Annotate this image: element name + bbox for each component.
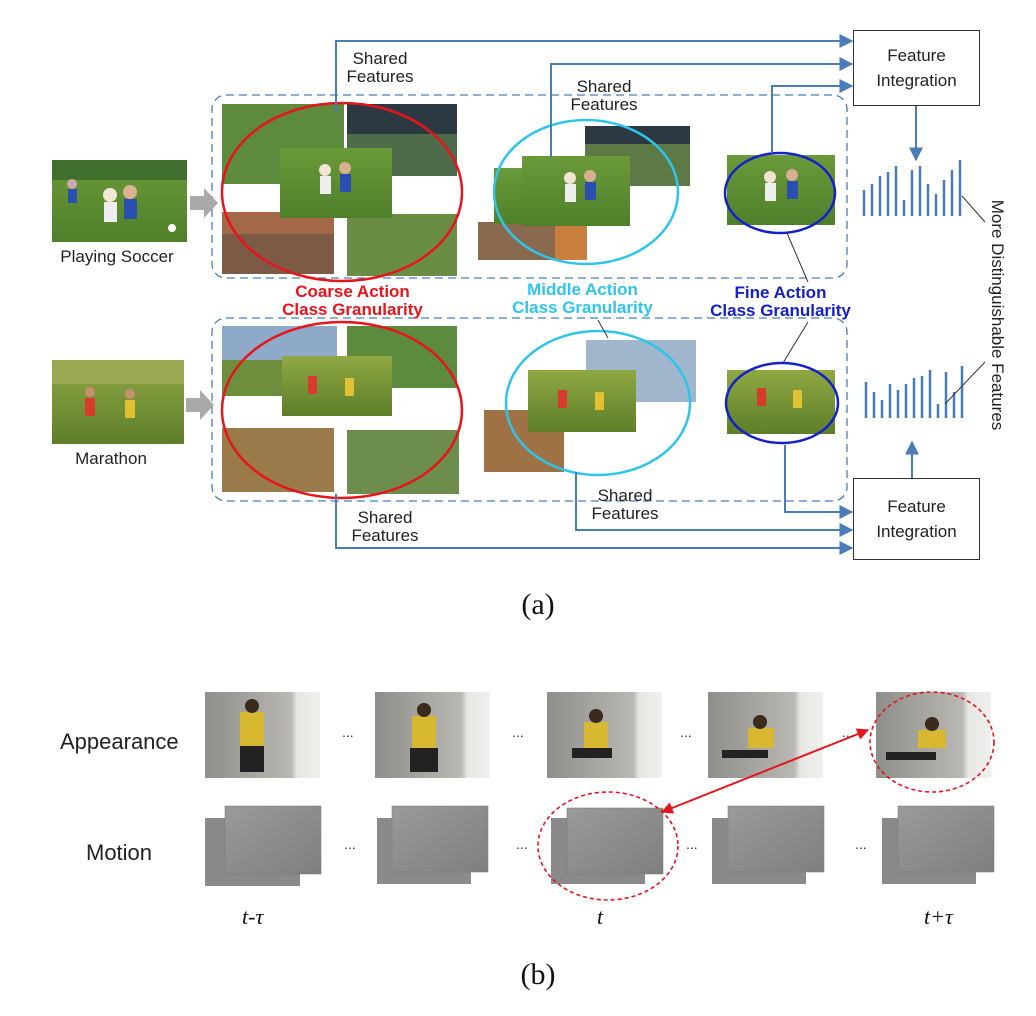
soccer-input-label: Playing Soccer xyxy=(52,248,182,266)
appearance-ellipsis-1: ... xyxy=(342,724,354,740)
panel-b-caption: (b) xyxy=(508,958,568,992)
marathon-input-arrow xyxy=(186,390,214,420)
shared-features-label-bottom-middle: Shared Features xyxy=(575,487,675,523)
feature-bars-bottom xyxy=(866,366,962,418)
motion-stack-2 xyxy=(377,806,488,884)
more-distinguishable-features-label: More Distinguishable Features xyxy=(987,200,1007,431)
fine-granularity-label: Fine Action Class Granularity xyxy=(698,284,863,320)
motion-stack-1 xyxy=(205,806,321,886)
appearance-ellipsis-3: ... xyxy=(680,724,692,740)
time-label-right: t+τ xyxy=(924,904,953,930)
motion-stack-3 xyxy=(551,808,663,884)
coarse-marathon-collage xyxy=(222,326,459,494)
feature-bars-top xyxy=(864,160,960,216)
time-label-center: t xyxy=(597,904,603,930)
feature-integration-box-bottom: Feature Integration xyxy=(853,478,980,560)
distinguishable-pointer-top xyxy=(962,196,985,222)
marathon-input-label: Marathon xyxy=(52,450,170,468)
panel-a-caption: (a) xyxy=(508,588,568,622)
motion-ellipsis-2: ... xyxy=(516,836,528,852)
appearance-frame-1 xyxy=(205,692,320,778)
soccer-input-image xyxy=(52,160,187,242)
appearance-ellipsis-4: ... xyxy=(842,724,854,740)
motion-ellipsis-3: ... xyxy=(686,836,698,852)
appearance-row-label: Appearance xyxy=(60,729,179,755)
appearance-ellipsis-2: ... xyxy=(512,724,524,740)
motion-ellipsis-1: ... xyxy=(344,836,356,852)
shared-features-label-bottom-coarse: Shared Features xyxy=(335,509,435,545)
appearance-frame-3 xyxy=(547,692,662,778)
shared-features-label-top-coarse: Shared Features xyxy=(330,50,430,86)
marathon-input-image xyxy=(52,360,184,444)
fine-arrow-top xyxy=(772,86,852,153)
soccer-input-arrow xyxy=(190,188,218,218)
motion-row-label: Motion xyxy=(86,840,152,866)
fine-label-connector-bottom xyxy=(783,322,808,363)
feature-integration-box-top: Feature Integration xyxy=(853,30,980,106)
motion-stack-4 xyxy=(712,806,824,884)
middle-label-connector xyxy=(598,320,608,338)
middle-granularity-label: Middle Action Class Granularity xyxy=(500,281,665,317)
motion-stack-5 xyxy=(882,806,994,884)
coarse-granularity-label: Coarse Action Class Granularity xyxy=(270,283,435,319)
appearance-frame-4 xyxy=(708,692,823,778)
motion-ellipsis-4: ... xyxy=(855,836,867,852)
fine-arrow-bottom xyxy=(785,445,852,512)
fine-marathon-image xyxy=(727,370,835,434)
time-label-left: t-τ xyxy=(242,904,263,930)
fine-label-connector-top xyxy=(787,233,808,282)
shared-features-label-top-middle: Shared Features xyxy=(554,78,654,114)
appearance-frame-2 xyxy=(375,692,490,778)
distinguishable-pointer-bottom xyxy=(945,362,985,404)
